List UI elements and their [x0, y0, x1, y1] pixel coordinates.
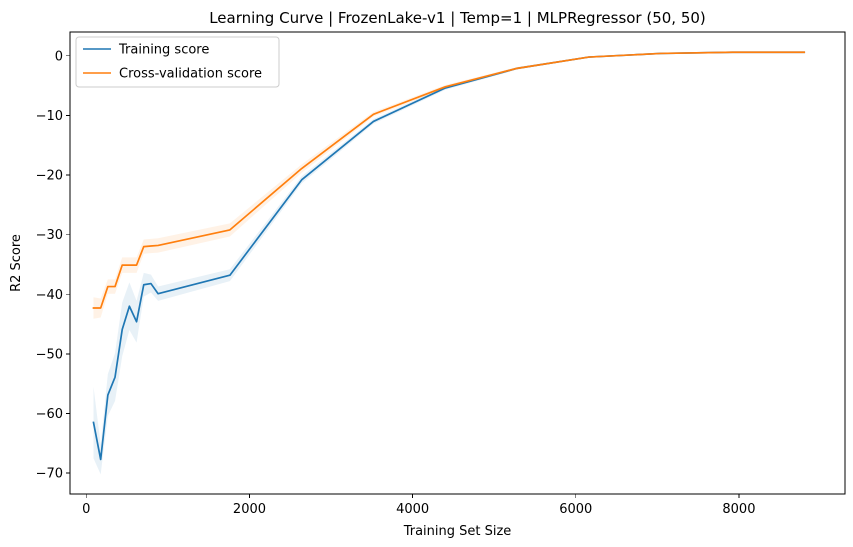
y-axis-title: R2 Score: [9, 234, 24, 292]
y-tick-label: −70: [36, 467, 63, 482]
y-tick-label: −50: [36, 347, 63, 362]
y-tick-label: 0: [55, 49, 63, 64]
y-tick-label: −20: [36, 169, 63, 184]
plot-frame: [69, 31, 846, 495]
legend-label-training: Training score: [118, 43, 209, 58]
y-axis-ticks: 0 −10 −20 −30 −40 −50 −60 −70: [36, 49, 70, 482]
y-tick-label: −60: [36, 407, 63, 422]
legend: Training score Cross-validation score: [75, 36, 280, 88]
confidence-bands: [93, 51, 805, 475]
band-training: [93, 51, 805, 475]
legend-box: [75, 36, 280, 88]
x-tick-label: 6000: [559, 502, 592, 517]
y-tick-label: −30: [36, 228, 63, 243]
y-tick-label: −40: [36, 288, 63, 303]
y-tick-label: −10: [36, 109, 63, 124]
x-axis-title: Training Set Size: [403, 524, 512, 539]
x-tick-label: 0: [82, 502, 90, 517]
x-tick-label: 4000: [396, 502, 429, 517]
legend-label-cross-validation: Cross-validation score: [119, 67, 262, 82]
series-lines: [92, 51, 806, 461]
line-cross-validation: [92, 51, 806, 309]
chart-title: Learning Curve | FrozenLake-v1 | Temp=1 …: [209, 9, 706, 27]
x-axis-ticks: 0 2000 4000 6000 8000: [82, 494, 755, 517]
x-tick-label: 2000: [233, 502, 266, 517]
x-tick-label: 8000: [722, 502, 755, 517]
